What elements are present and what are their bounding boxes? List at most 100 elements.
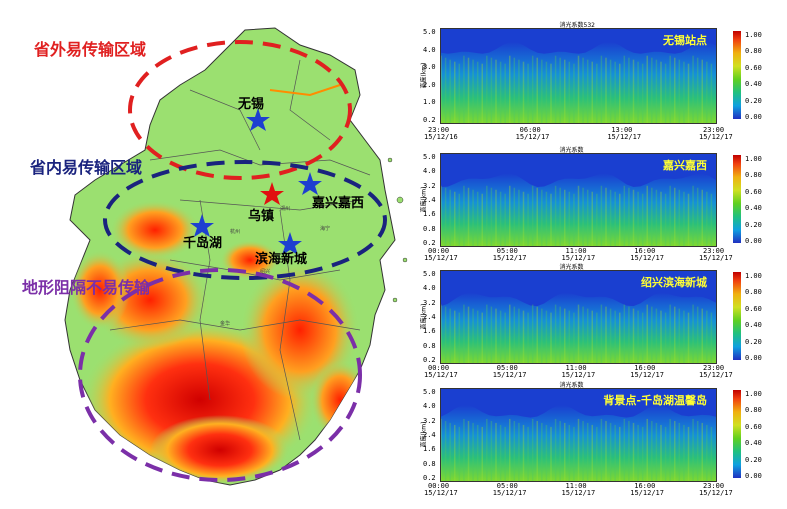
panel-top-title: 消光系数532 <box>559 22 595 29</box>
inside-region-label: 省内易传输区域 <box>30 158 143 177</box>
colorbar-tick-label: 1.00 <box>745 155 762 163</box>
y-tick-label: 5.0 <box>423 153 436 161</box>
colorbar <box>733 390 741 478</box>
terrain-region-label: 地形阻隔不易传输 <box>22 278 151 297</box>
city-label: 湖州 <box>280 206 291 212</box>
wuzhen-star-icon <box>260 182 284 205</box>
x-tick-time: 23:00 <box>703 364 725 372</box>
outside-region-label: 省外易传输区域 <box>34 40 147 59</box>
x-tick-time: 23:00 <box>428 126 450 134</box>
binhai-map-label: 滨海新城 <box>255 252 308 267</box>
extinction-field <box>441 41 716 123</box>
y-tick-label: 2.4 <box>423 313 436 321</box>
x-tick-date: 15/12/17 <box>424 489 458 497</box>
colorbar-tick-label: 0.40 <box>745 321 762 330</box>
x-tick-time: 00:00 <box>428 482 450 490</box>
x-tick-time: 23:00 <box>703 247 725 255</box>
star-markers <box>190 108 322 255</box>
y-tick-label: 3.2 <box>423 181 436 190</box>
jiaxing-star-icon <box>298 172 322 195</box>
y-tick-label: 1.6 <box>423 445 436 454</box>
city-label: 金华 <box>220 321 231 327</box>
x-tick-date: 15/12/17 <box>515 133 550 141</box>
colorbar-tick-label: 0.40 <box>745 439 762 448</box>
colorbar-tick-label: 0.60 <box>745 187 762 196</box>
colorbar-tick-label: 0.40 <box>745 204 762 213</box>
x-tick-date: 15/12/17 <box>699 133 733 141</box>
x-tick-time: 16:00 <box>634 364 656 372</box>
y-tick-label: 4.0 <box>423 45 436 54</box>
panel-plot-area <box>440 388 717 482</box>
map-svg <box>64 27 408 486</box>
x-tick-time: 00:00 <box>428 247 450 255</box>
y-tick-label: 1.6 <box>423 210 436 219</box>
x-tick-date: 15/12/17 <box>424 371 458 379</box>
city-label: 海宁 <box>320 226 331 232</box>
x-tick-time: 23:00 <box>703 126 725 134</box>
panel-title: 背景点-千岛湖温馨岛 <box>603 394 707 407</box>
colorbar-tick-label: 1.00 <box>745 31 762 39</box>
colorbar-tick-label: 0.80 <box>745 406 762 415</box>
colorbar-tick-label: 0.00 <box>745 113 762 121</box>
x-tick-time: 11:00 <box>565 482 587 490</box>
x-tick-time: 16:00 <box>634 247 656 255</box>
y-tick-label: 1.0 <box>423 98 436 107</box>
x-tick-time: 13:00 <box>611 126 633 134</box>
colorbar-tick-label: 0.20 <box>745 455 762 464</box>
y-tick-label: 0.8 <box>423 224 436 233</box>
panel-top-title: 消光系数 <box>559 147 584 154</box>
y-tick-label: 0.8 <box>423 459 436 468</box>
x-tick-date: 15/12/17 <box>492 489 527 497</box>
panel-plot-area <box>440 28 717 124</box>
colorbar-tick-label: 0.20 <box>745 220 762 229</box>
y-tick-label: 1.6 <box>423 327 436 336</box>
x-tick-time: 16:00 <box>634 482 656 490</box>
qiandao-star-icon <box>190 214 214 237</box>
x-tick-time: 05:00 <box>496 247 518 255</box>
extinction-field <box>441 173 716 246</box>
colorbar-tick-label: 0.00 <box>745 472 762 480</box>
colorbar-tick-label: 0.20 <box>745 96 762 105</box>
panel-plot-area <box>440 270 717 364</box>
x-tick-date: 15/12/17 <box>630 489 664 497</box>
panel-plot-area <box>440 153 717 247</box>
x-tick-date: 15/12/17 <box>424 254 458 262</box>
colorbar-tick-label: 0.00 <box>745 237 762 245</box>
colorbar-tick-label: 0.80 <box>745 47 762 56</box>
colorbar-tick-label: 0.00 <box>745 354 762 362</box>
y-tick-label: 2.4 <box>423 196 436 204</box>
x-tick-date: 15/12/17 <box>561 489 596 497</box>
y-tick-label: 3.2 <box>423 298 436 307</box>
x-tick-date: 15/12/17 <box>630 254 664 262</box>
y-tick-label: 0.2 <box>423 116 436 124</box>
panel-title: 绍兴滨海新城 <box>641 276 707 289</box>
colorbar-tick-label: 0.80 <box>745 171 762 180</box>
y-tick-label: 3.2 <box>423 416 436 425</box>
y-tick-label: 0.2 <box>423 474 436 482</box>
inside-region-ellipse <box>103 160 387 280</box>
wuxi-star-icon <box>246 108 270 131</box>
x-tick-time: 23:00 <box>703 482 725 490</box>
x-tick-time: 00:00 <box>428 364 450 372</box>
zhejiang-map: 无锡 乌镇 嘉兴嘉西 千岛湖 滨海新城 湖州 海宁 杭州 绍兴 金华 省外易传输… <box>22 27 408 486</box>
qiandao-map-label: 千岛湖 <box>183 236 223 251</box>
x-tick-date: 15/12/17 <box>492 371 527 379</box>
outside-region-ellipse <box>128 40 352 180</box>
wuxi-map-label: 无锡 <box>238 97 265 112</box>
y-tick-label: 4.0 <box>423 402 436 411</box>
colorbar-tick-label: 0.40 <box>745 80 762 89</box>
binhai-star-icon <box>278 232 302 255</box>
terrain-region-ellipse <box>78 268 362 482</box>
colorbar <box>733 272 741 360</box>
y-tick-label: 0.2 <box>423 239 436 247</box>
y-tick-label: 4.0 <box>423 167 436 176</box>
y-tick-label: 2.4 <box>423 431 436 439</box>
x-tick-date: 15/12/17 <box>561 371 596 379</box>
x-tick-time: 05:00 <box>496 482 518 490</box>
x-tick-date: 15/12/17 <box>699 489 733 497</box>
x-tick-time: 11:00 <box>565 247 587 255</box>
colorbar-tick-label: 0.20 <box>745 337 762 346</box>
haze-layer <box>441 292 716 363</box>
x-tick-date: 15/12/16 <box>424 133 458 141</box>
x-tick-time: 06:00 <box>519 126 541 134</box>
